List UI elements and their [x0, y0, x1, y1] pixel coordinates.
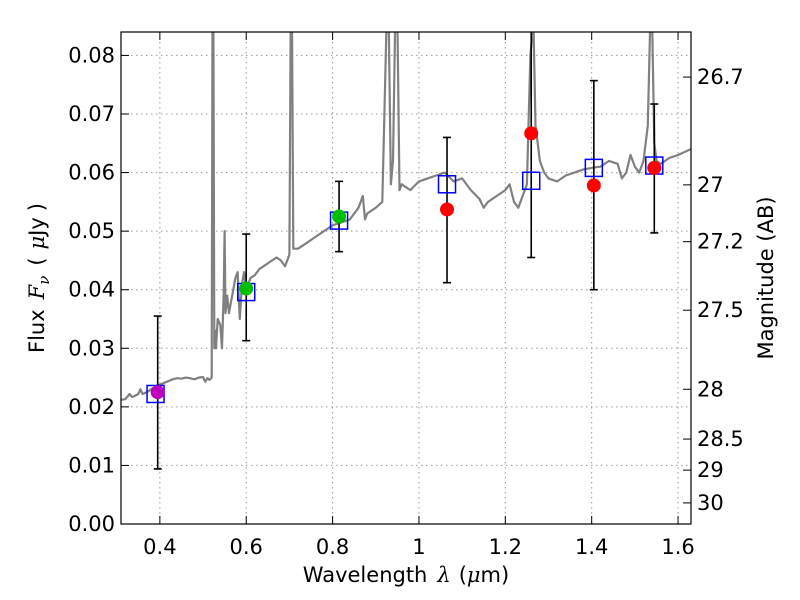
data-series — [121, 32, 691, 470]
observed-point — [150, 385, 165, 400]
right-tick-label: 28.5 — [697, 427, 744, 451]
right-tick-label: 28 — [697, 377, 724, 401]
right-tick-label: 27.2 — [697, 230, 744, 254]
model-spectrum-line — [121, 32, 691, 401]
observed-point — [647, 160, 662, 175]
right-axis-label: Magnitude (AB) — [754, 196, 778, 359]
x-axis-label: Wavelength λ (μm) — [303, 563, 509, 587]
plot-frame — [120, 31, 692, 525]
observed-point — [440, 202, 455, 217]
x-tick-label: 0.4 — [143, 535, 176, 559]
axis-ticks: 0.4 0.6 0.8 1 1.2 1.4 1.6 0.00 0.01 0.02 0.03 0.04 0… — [68, 32, 744, 559]
observed-point — [524, 126, 539, 141]
x-tick-label: 0.6 — [230, 535, 263, 559]
y-tick-label: 0.05 — [68, 219, 115, 243]
x-tick-label: 1.4 — [575, 535, 608, 559]
observed-point — [586, 178, 601, 193]
right-tick-label: 29 — [697, 458, 724, 482]
model-flux-square — [437, 175, 457, 194]
observed-point — [332, 209, 347, 224]
right-tick-label: 27.5 — [697, 298, 744, 322]
right-tick-label: 30 — [697, 491, 724, 515]
y-tick-label: 0.08 — [68, 43, 115, 67]
x-tick-label: 1 — [412, 535, 425, 559]
plot-background — [121, 32, 691, 524]
y-tick-label: 0.06 — [68, 161, 115, 185]
right-tick-label: 27 — [697, 173, 724, 197]
y-tick-label: 0.02 — [68, 395, 115, 419]
y-tick-label: 0.01 — [68, 453, 115, 477]
y-axis-label: FluxFν(μJy) — [25, 203, 53, 353]
y-tick-label: 0.00 — [68, 512, 115, 536]
right-tick-label: 26.7 — [697, 65, 744, 89]
model-flux-square — [584, 158, 604, 178]
y-tick-label: 0.03 — [68, 336, 115, 360]
y-tick-label: 0.07 — [68, 102, 115, 126]
x-tick-label: 1.2 — [489, 535, 522, 559]
model-flux-squares — [146, 156, 664, 404]
observed-point — [239, 281, 254, 296]
x-tick-label: 1.6 — [661, 535, 694, 559]
y-tick-label: 0.04 — [68, 278, 115, 302]
x-tick-label: 0.8 — [316, 535, 349, 559]
observed-points — [150, 126, 662, 400]
model-flux-square — [521, 171, 541, 191]
